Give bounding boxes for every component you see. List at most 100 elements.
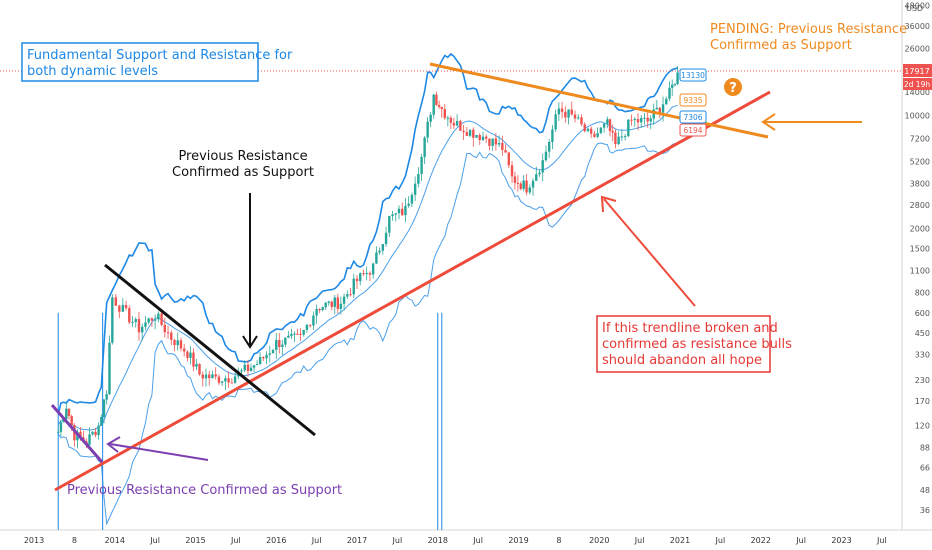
y-tick-label: 2000 [910, 224, 930, 233]
candle-body [346, 294, 349, 297]
candle-body [88, 434, 91, 445]
y-tick-label: 10000 [905, 112, 930, 121]
candle-body [271, 349, 275, 354]
candle-body [249, 367, 253, 371]
x-tick-label: 8 [72, 536, 77, 545]
candle-body [134, 319, 137, 322]
x-tick-label: Jul [472, 536, 483, 545]
candle-body [217, 376, 221, 383]
candle-body [627, 119, 630, 137]
candle-body [513, 176, 517, 183]
y-tick-label: 1100 [910, 266, 930, 275]
candle-body [668, 87, 671, 99]
black-arrow [242, 193, 258, 349]
candle-body [535, 174, 538, 181]
candle-body [318, 308, 321, 311]
candle-body [475, 135, 478, 138]
x-tick-label: Jul [634, 536, 645, 545]
candle-body [665, 98, 668, 105]
candle-body [423, 137, 426, 158]
candle-body [195, 363, 198, 367]
candle-body [446, 117, 450, 119]
candle-body [208, 374, 211, 379]
x-tick-label: Jul [715, 536, 726, 545]
question-badge: ? [724, 78, 742, 96]
candle-body [100, 417, 103, 426]
candle-body [589, 128, 593, 134]
x-tick-label: 2022 [751, 536, 771, 545]
candle-body [67, 408, 71, 416]
candle-body [173, 339, 176, 346]
last-price-axis-label: 17917 2d 19h [903, 64, 932, 90]
candle-body [437, 104, 441, 107]
y-tick-label: 26000 [905, 45, 930, 54]
candle-body [166, 332, 170, 334]
candle-body [296, 333, 299, 335]
candles [57, 66, 679, 450]
y-tick-label: 36000 [905, 22, 930, 31]
candle-body [560, 108, 564, 112]
candle-body [497, 142, 501, 145]
svg-text:Confirmed as Support: Confirmed as Support [172, 165, 314, 180]
candle-body [599, 127, 603, 134]
candle-body [290, 333, 293, 336]
x-tick-label: Jul [392, 536, 403, 545]
svg-text:confirmed as resistance bulls: confirmed as resistance bulls [602, 337, 792, 352]
candle-body [65, 408, 68, 420]
y-tick-label: 36 [920, 506, 930, 515]
pending-annotation: PENDING: Previous Resistance Confirmed a… [710, 22, 907, 53]
y-tick-label: 48000 [905, 2, 930, 11]
candle-body [435, 94, 438, 105]
candle-body [485, 136, 488, 139]
candle-body [121, 304, 125, 312]
y-tick-label: 170 [915, 397, 930, 406]
svg-text:PENDING: Previous Resistance: PENDING: Previous Resistance [710, 22, 907, 37]
candle-body [401, 208, 404, 216]
svg-text:13130: 13130 [681, 71, 705, 80]
candle-body [407, 203, 410, 206]
y-tick-label: 330 [915, 351, 930, 360]
candle-body [519, 183, 522, 189]
candle-body [620, 136, 624, 138]
candle-body [494, 138, 498, 145]
svg-text:If this trendline broken and: If this trendline broken and [602, 321, 778, 336]
candle-body [643, 117, 646, 119]
candle-body [381, 244, 385, 251]
y-tick-label: 88 [920, 443, 930, 452]
candle-body [426, 121, 429, 138]
candle-body [108, 342, 111, 395]
support-trendline [54, 90, 771, 492]
candle-body [420, 157, 423, 175]
y-tick-label: 48 [920, 486, 930, 495]
y-tick-label: 7200 [910, 135, 930, 144]
candle-body [150, 318, 154, 321]
candle-body [157, 313, 160, 320]
candle-body [623, 136, 627, 138]
candle-body [137, 319, 141, 333]
candle-body [432, 94, 435, 115]
candle-body [567, 109, 570, 118]
red-arrow [600, 195, 696, 307]
candle-body [452, 122, 456, 126]
candle-body [468, 129, 472, 136]
candle-body [220, 381, 224, 383]
candle-body [375, 252, 378, 264]
candle-body [614, 132, 617, 145]
candle-body [443, 109, 447, 118]
candle-body [176, 340, 179, 346]
x-tick-label: 2013 [24, 536, 44, 545]
candle-body [330, 301, 333, 307]
candle-body [551, 129, 554, 142]
candle-body [670, 84, 674, 88]
band-lower-label: 6194 [679, 123, 707, 137]
candle-body [284, 337, 287, 345]
candle-body [554, 114, 557, 130]
candle-body [287, 335, 290, 338]
candle-body [410, 194, 414, 204]
candle-body [652, 109, 655, 119]
candle-body [349, 294, 352, 296]
candle-body [449, 117, 453, 123]
candle-body [102, 399, 106, 418]
candle-body [504, 150, 507, 153]
candle-body [170, 332, 173, 340]
